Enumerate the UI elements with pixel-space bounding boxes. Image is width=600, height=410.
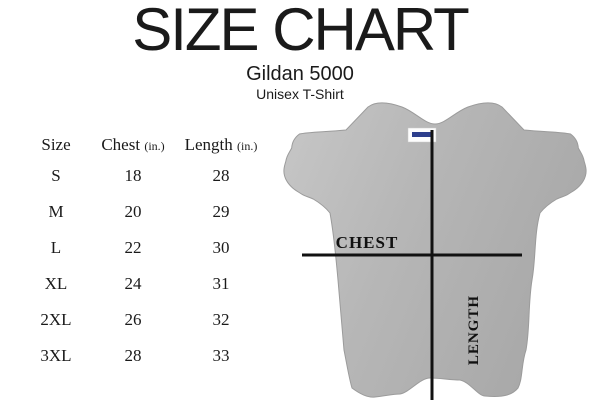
svg-text:LENGTH: LENGTH [466,295,482,365]
svg-text:CHEST: CHEST [336,233,399,252]
